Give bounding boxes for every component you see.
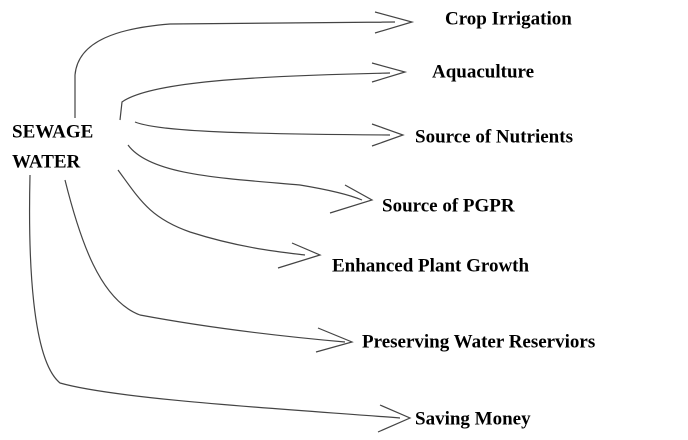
target-label: Source of Nutrients bbox=[415, 126, 573, 147]
target-label: Preserving Water Reserviors bbox=[362, 331, 595, 352]
target-label: Source of PGPR bbox=[382, 195, 515, 216]
arrow bbox=[117, 169, 322, 269]
target-label: Saving Money bbox=[415, 408, 531, 429]
target-label: Aquaculture bbox=[432, 61, 534, 82]
arrow bbox=[74, 11, 415, 118]
arrows bbox=[28, 11, 415, 433]
target-label: Enhanced Plant Growth bbox=[332, 255, 530, 276]
arrow bbox=[64, 179, 354, 353]
arrow bbox=[28, 174, 412, 433]
source-label: WATER bbox=[12, 151, 81, 172]
arrow bbox=[134, 121, 405, 147]
target-label: Crop Irrigation bbox=[445, 8, 572, 29]
arrow bbox=[127, 144, 374, 214]
arrow bbox=[119, 62, 408, 121]
source-label: SEWAGE bbox=[12, 121, 93, 142]
